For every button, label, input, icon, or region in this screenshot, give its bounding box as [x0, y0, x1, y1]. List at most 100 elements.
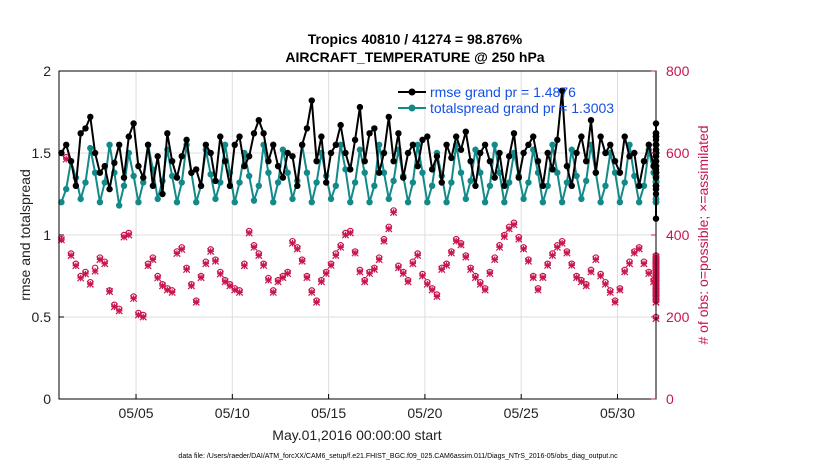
obs-assimilated-point	[197, 274, 205, 282]
obs-assimilated-point	[259, 261, 268, 269]
obs-assimilated-point	[322, 269, 330, 278]
totalspread-point	[347, 199, 354, 206]
x-axis-label: May.01,2016 00:00:00 start	[272, 427, 442, 443]
rmse-point	[467, 158, 474, 165]
rmse-point	[419, 136, 426, 144]
obs-assimilated-point	[154, 274, 162, 282]
rmse-point	[168, 158, 176, 165]
totalspread-point	[91, 169, 99, 176]
x-tick-label: 05/10	[215, 405, 250, 421]
totalspread-point	[621, 179, 628, 186]
rmse-point	[140, 174, 147, 181]
obs-assimilated-point	[404, 278, 412, 286]
rmse-point	[525, 141, 532, 148]
rmse-point	[91, 149, 99, 157]
rmse-point	[371, 125, 378, 132]
obs-assimilated-point	[389, 208, 398, 217]
rmse-point	[457, 146, 465, 153]
totalspread-point	[87, 144, 94, 152]
totalspread-point	[428, 182, 436, 189]
rmse-point	[255, 117, 263, 124]
legend-spread-label: totalspread grand pr = 1.3003	[430, 100, 614, 116]
totalspread-point	[270, 199, 277, 206]
rmse-point	[496, 149, 503, 157]
rmse-point	[221, 158, 229, 165]
legend: rmse grand pr = 1.4876 totalspread grand…	[398, 84, 614, 116]
totalspread-point	[539, 199, 547, 206]
totalspread-point	[477, 169, 484, 176]
obs-assimilated-point	[409, 260, 417, 268]
totalspread-point	[505, 179, 513, 186]
rmse-point	[327, 149, 335, 157]
y-tick-label: 0.5	[32, 309, 52, 325]
totalspread-point	[486, 182, 494, 189]
y-tick-label: 2	[43, 63, 51, 79]
rmse-point	[356, 103, 364, 111]
rmse-point	[395, 130, 402, 137]
rmse-point	[611, 158, 619, 165]
rmse-point	[602, 149, 609, 157]
totalspread-point	[371, 182, 378, 189]
obs-assimilated-point	[91, 267, 99, 275]
totalspread-point	[332, 182, 340, 189]
totalspread-point	[472, 146, 479, 153]
rmse-point	[193, 166, 200, 173]
totalspread-point	[597, 199, 604, 206]
totalspread-point	[496, 169, 503, 176]
rmse-point	[428, 166, 436, 173]
obs-assimilated-point	[235, 288, 244, 297]
rmse-point	[284, 149, 291, 157]
rmse-point	[626, 153, 633, 160]
obs-assimilated-point	[495, 243, 504, 251]
x-tick-label: 05/30	[600, 405, 635, 421]
obs-assimilated-point	[327, 261, 335, 269]
totalspread-point	[96, 199, 104, 206]
totalspread-point	[221, 141, 229, 148]
totalspread-point	[443, 199, 450, 206]
rmse-point	[212, 177, 219, 185]
rmse-point	[82, 125, 89, 132]
totalspread-point	[279, 146, 287, 153]
chart-subtitle: AIRCRAFT_TEMPERATURE @ 250 hPa	[285, 49, 544, 65]
totalspread-point	[140, 179, 147, 186]
rmse-point	[597, 133, 604, 140]
totalspread-point	[265, 169, 272, 176]
obs-assimilated-point	[476, 280, 484, 288]
obs-assimilated-point	[182, 265, 191, 274]
rmse-point	[385, 113, 392, 121]
rmse-point	[72, 182, 80, 189]
y2-axis-label: # of obs: o=possible; ×=assimilated	[695, 125, 711, 344]
totalspread-point	[457, 169, 465, 176]
rmse-point	[149, 182, 157, 189]
totalspread-point	[236, 179, 243, 186]
totalspread-point	[616, 199, 624, 206]
rmse-point	[313, 158, 320, 165]
rmse-point	[154, 153, 161, 160]
totalspread-point	[481, 199, 489, 206]
totalspread-point	[101, 179, 108, 186]
totalspread-point	[491, 141, 498, 148]
obs-assimilated-point	[370, 265, 378, 274]
rmse-point	[323, 179, 330, 186]
chart-title: Tropics 40810 / 41274 = 98.876%	[308, 31, 523, 47]
rmse-point	[260, 130, 267, 137]
obs-assimilated-point	[481, 286, 489, 294]
rmse-point	[63, 141, 70, 148]
y-axis-label: rmse and totalspread	[17, 169, 33, 301]
rmse-point	[554, 136, 561, 144]
rmse-point	[67, 158, 75, 165]
rmse-point	[183, 136, 190, 144]
totalspread-point	[390, 177, 397, 185]
obs-assimilated-point	[293, 245, 301, 253]
obs-assimilated-point	[269, 288, 277, 297]
obs-assimilated-point	[284, 269, 292, 278]
rmse-point	[120, 174, 128, 181]
y2-tick-label: 400	[666, 227, 690, 243]
obs-assimilated-point	[245, 229, 253, 237]
obs-assimilated-point	[548, 251, 557, 260]
obs-assimilated-point	[447, 249, 456, 257]
obs-assimilated-point	[130, 294, 138, 303]
obs-assimilated-point	[211, 257, 220, 265]
obs-assimilated-point	[568, 261, 576, 269]
obs-assimilated-point	[611, 298, 619, 306]
